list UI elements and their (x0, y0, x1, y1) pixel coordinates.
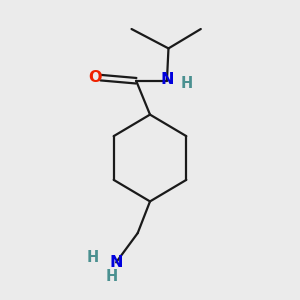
Text: H: H (105, 269, 118, 284)
Text: O: O (88, 70, 102, 85)
Text: H: H (181, 76, 193, 91)
Text: N: N (110, 255, 123, 270)
Text: N: N (160, 72, 174, 87)
Text: H: H (87, 250, 99, 265)
